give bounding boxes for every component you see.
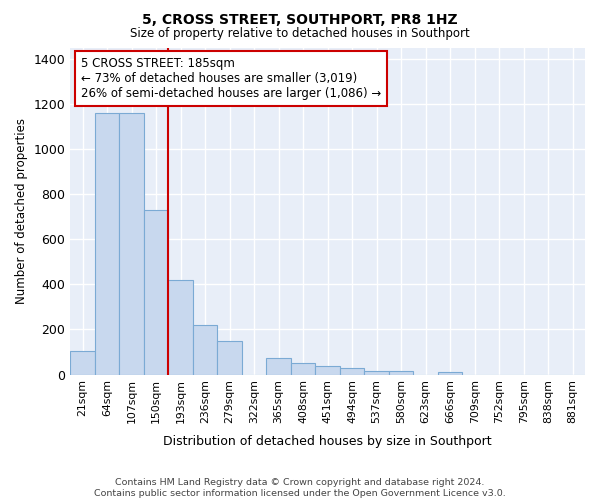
Y-axis label: Number of detached properties: Number of detached properties — [15, 118, 28, 304]
Bar — [291, 364, 316, 374]
Bar — [193, 325, 217, 374]
Text: 5 CROSS STREET: 185sqm
← 73% of detached houses are smaller (3,019)
26% of semi-: 5 CROSS STREET: 185sqm ← 73% of detached… — [80, 58, 381, 100]
Bar — [438, 372, 463, 374]
Bar — [95, 113, 119, 374]
Bar — [364, 371, 389, 374]
Bar — [217, 341, 242, 374]
Bar — [266, 358, 291, 374]
Text: Size of property relative to detached houses in Southport: Size of property relative to detached ho… — [130, 28, 470, 40]
Text: Contains HM Land Registry data © Crown copyright and database right 2024.
Contai: Contains HM Land Registry data © Crown c… — [94, 478, 506, 498]
Bar — [389, 371, 413, 374]
Bar — [340, 368, 364, 374]
Text: 5, CROSS STREET, SOUTHPORT, PR8 1HZ: 5, CROSS STREET, SOUTHPORT, PR8 1HZ — [142, 12, 458, 26]
Bar — [119, 113, 144, 374]
Bar — [169, 280, 193, 374]
X-axis label: Distribution of detached houses by size in Southport: Distribution of detached houses by size … — [163, 434, 492, 448]
Bar — [70, 351, 95, 374]
Bar — [316, 366, 340, 374]
Bar — [144, 210, 169, 374]
